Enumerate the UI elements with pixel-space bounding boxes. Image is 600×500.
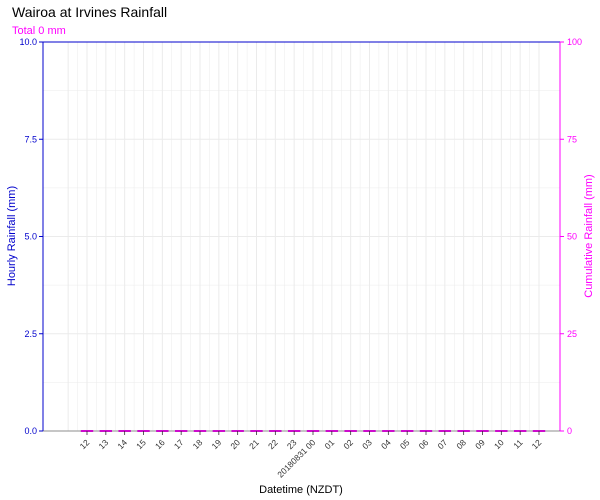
left-tick-label: 5.0 [24, 232, 37, 242]
x-tick-label: 21 [247, 437, 261, 451]
x-tick-label: 16 [153, 437, 167, 451]
x-tick-label: 03 [360, 437, 374, 451]
left-y-axis-label: Hourly Rainfall (mm) [6, 186, 18, 286]
left-tick-label: 7.5 [24, 134, 37, 144]
left-tick-label: 0.0 [24, 426, 37, 436]
right-tick-label: 0 [567, 426, 572, 436]
x-tick-label: 20 [228, 437, 242, 451]
x-tick-label: 18 [191, 437, 205, 451]
right-tick-label: 50 [567, 232, 577, 242]
x-tick-label: 04 [379, 437, 393, 451]
chart-title: Wairoa at Irvines Rainfall [12, 4, 167, 20]
x-tick-label: 12 [530, 437, 544, 451]
x-tick-label: 06 [417, 437, 431, 451]
right-tick-label: 100 [567, 37, 582, 47]
x-tick-label: 02 [341, 437, 355, 451]
x-tick-label: 11 [511, 437, 525, 451]
x-tick-label: 12 [78, 437, 92, 451]
x-tick-label: 17 [172, 437, 186, 451]
left-y-ticks: 0.0 2.5 5.0 7.5 10.0 [19, 37, 43, 436]
x-tick-label: 08 [454, 437, 468, 451]
x-tick-label: 10 [492, 437, 506, 451]
x-tick-label: 01 [322, 437, 336, 451]
x-tick-label: 05 [398, 437, 412, 451]
x-axis-label: Datetime (NZDT) [259, 484, 343, 496]
x-tick-label: 19 [209, 437, 223, 451]
right-tick-label: 25 [567, 329, 577, 339]
right-y-axis-label: Cumulative Rainfall (mm) [583, 174, 595, 297]
x-tick-label: 15 [134, 437, 148, 451]
left-tick-label: 10.0 [19, 37, 37, 47]
x-tick-label: 23 [285, 437, 299, 451]
x-tick-label: 07 [435, 437, 449, 451]
x-tick-label: 14 [115, 437, 129, 451]
x-tick-label: 22 [266, 437, 280, 451]
chart-subtitle: Total 0 mm [12, 25, 66, 37]
left-tick-label: 2.5 [24, 329, 37, 339]
right-y-ticks: 0 25 50 75 100 [560, 37, 582, 436]
right-tick-label: 75 [567, 134, 577, 144]
x-tick-label: 13 [96, 437, 110, 451]
x-tick-label: 09 [473, 437, 487, 451]
